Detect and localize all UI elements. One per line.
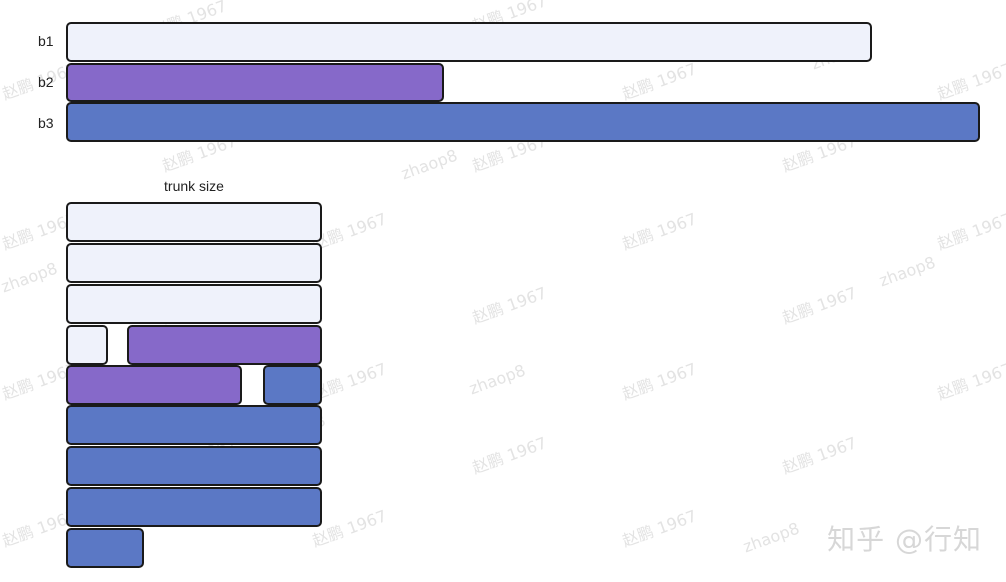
watermark-name: 赵鹏 1967 <box>619 59 700 104</box>
trunk-chunk-b3 <box>66 405 322 445</box>
watermark-name: 赵鹏 1967 <box>469 283 550 328</box>
watermark-handle: zhaop8 <box>876 252 938 291</box>
watermark-handle: zhaop8 <box>740 518 802 557</box>
watermark-name: 赵鹏 1967 <box>619 209 700 254</box>
watermark-name: 赵鹏 1967 <box>619 506 700 551</box>
trunk-chunk-b3 <box>66 446 322 486</box>
trunk-chunk-b1 <box>66 202 322 242</box>
buffer-bar-b1 <box>66 22 872 62</box>
buffer-label-b1: b1 <box>38 33 54 49</box>
watermark-name: 赵鹏 1967 <box>469 433 550 478</box>
watermark-name: 赵鹏 1967 <box>779 433 860 478</box>
watermark-handle: zhaop8 <box>398 145 460 184</box>
trunk-chunk-b1 <box>66 243 322 283</box>
watermark-name: 赵鹏 1967 <box>934 359 1006 404</box>
trunk-chunk-b3 <box>263 365 322 405</box>
trunk-size-title: trunk size <box>164 178 224 194</box>
trunk-chunk-b3-tail <box>66 528 144 568</box>
watermark-name: 赵鹏 1967 <box>934 59 1006 104</box>
buffer-bar-b2 <box>66 63 444 102</box>
trunk-chunk-b1 <box>66 284 322 324</box>
buffer-label-b3: b3 <box>38 115 54 131</box>
site-watermark: 知乎 @行知 <box>827 523 982 556</box>
watermark-handle: zhaop8 <box>466 360 528 399</box>
buffer-label-b2: b2 <box>38 74 54 90</box>
trunk-chunk-b2 <box>127 325 322 365</box>
trunk-chunk-b1-tail <box>66 325 108 365</box>
trunk-chunk-b3 <box>66 487 322 527</box>
trunk-chunk-b2-tail <box>66 365 242 405</box>
watermark-handle: zhaop8 <box>0 258 60 297</box>
watermark-name: 赵鹏 1967 <box>934 209 1006 254</box>
watermark-name: 赵鹏 1967 <box>619 359 700 404</box>
buffer-bar-b3 <box>66 102 980 142</box>
watermark-name: 赵鹏 1967 <box>779 283 860 328</box>
